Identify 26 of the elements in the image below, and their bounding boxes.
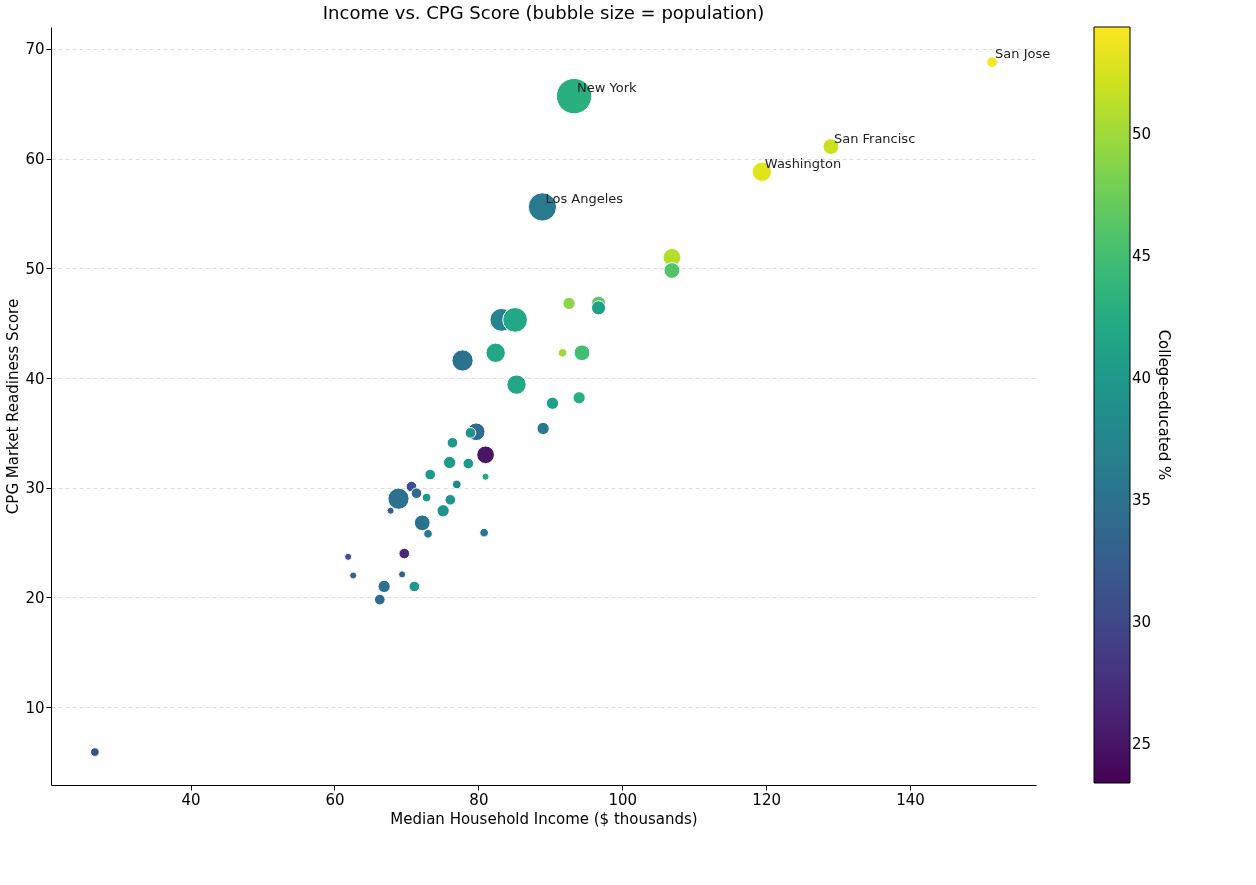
annotation: San Jose <box>995 46 1051 62</box>
y-tick-label: 60 <box>25 150 45 169</box>
y-tick-label: 20 <box>25 588 45 607</box>
y-tick-label: 10 <box>25 698 45 717</box>
y-tick-label: 30 <box>25 479 45 498</box>
y-tick-label: 50 <box>25 259 45 278</box>
chart-title: Income vs. CPG Score (bubble size = population) <box>322 2 765 23</box>
color-bar-label: 30 <box>1132 613 1152 632</box>
x-tick-label: 40 <box>181 790 201 809</box>
color-bar-label: 45 <box>1132 247 1152 266</box>
y-tick-label: 40 <box>25 369 45 388</box>
color-bar-title: College-educated % <box>1155 329 1173 481</box>
color-bar-label: 40 <box>1132 369 1152 388</box>
x-axis-title: Median Household Income ($ thousands) <box>390 809 698 828</box>
y-axis-title: CPG Market Readiness Score <box>4 298 23 515</box>
annotation: Washington <box>764 155 842 171</box>
color-bar-label: 25 <box>1132 734 1152 753</box>
y-tick-label: 70 <box>25 40 45 59</box>
x-tick-label: 80 <box>469 790 489 809</box>
x-tick-label: 100 <box>608 790 638 809</box>
x-tick-label: 140 <box>896 790 925 809</box>
x-tick-label: 120 <box>752 790 782 809</box>
color-bar-label: 50 <box>1132 125 1152 144</box>
x-tick-label: 60 <box>325 790 345 809</box>
annotation: San Francisc <box>833 130 916 146</box>
color-bar-label: 35 <box>1132 491 1152 510</box>
